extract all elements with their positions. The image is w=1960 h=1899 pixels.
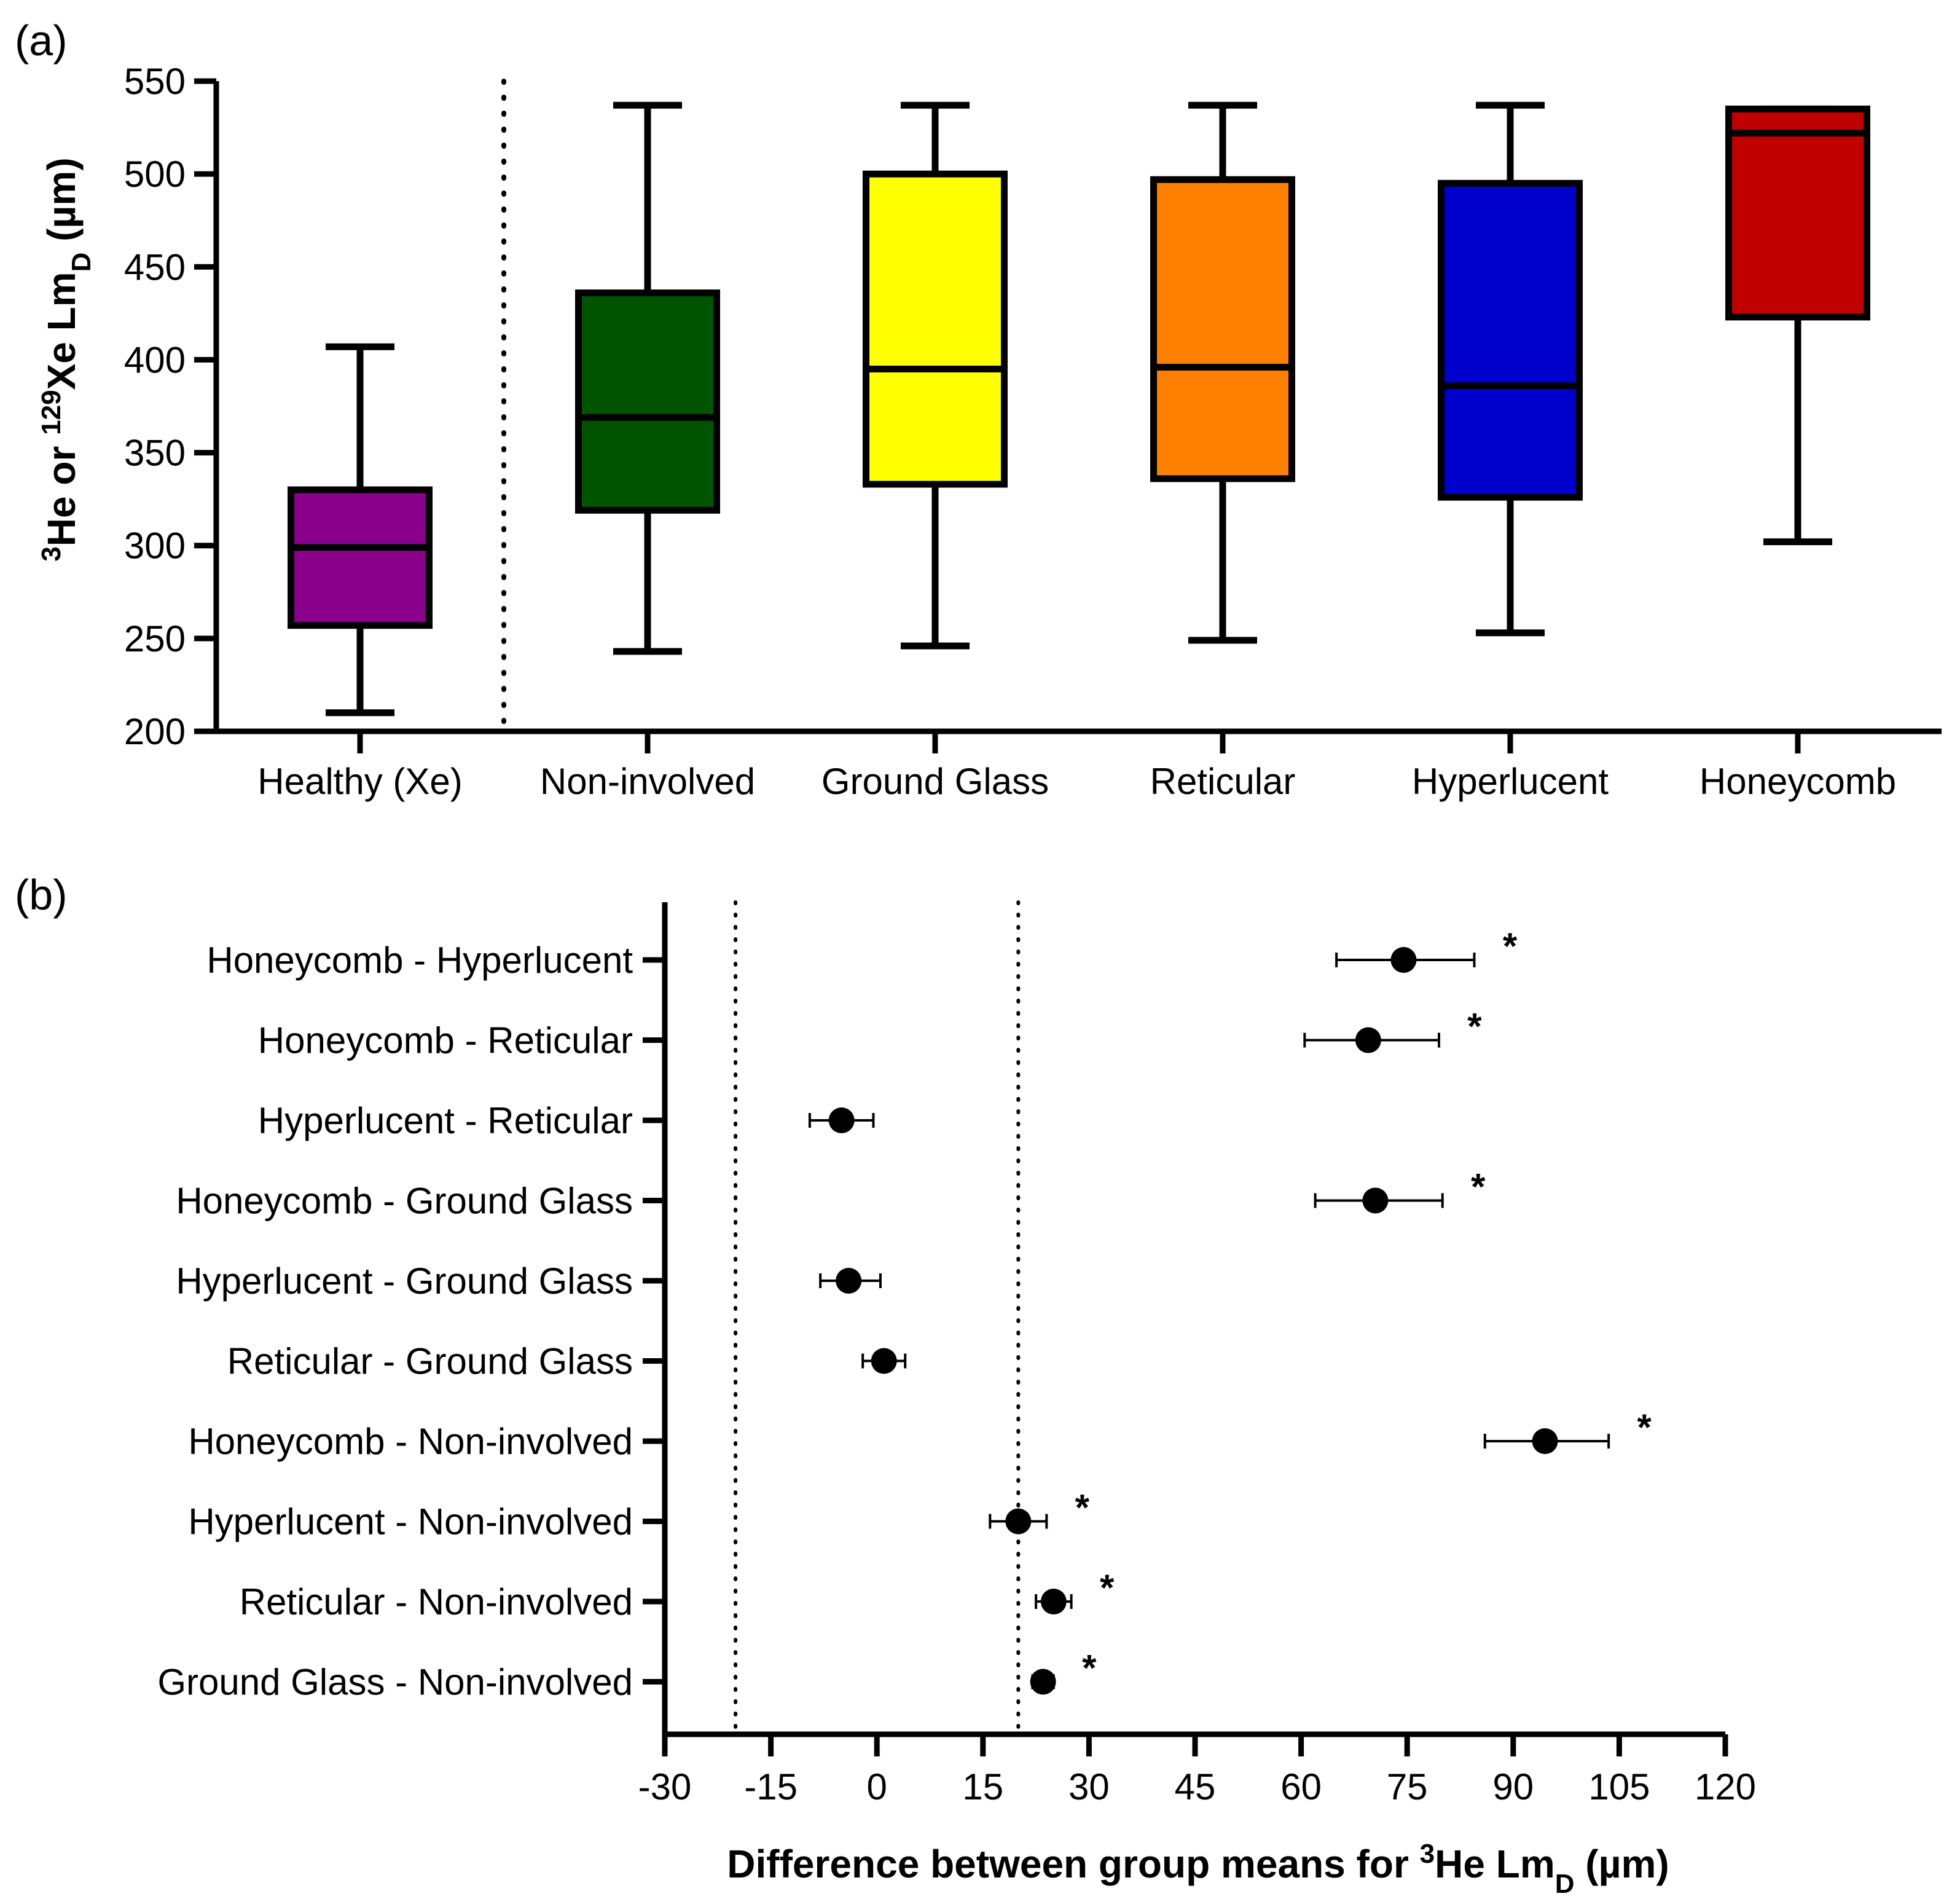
x-tick-label: 105 (1588, 1766, 1650, 1807)
mean-point (1005, 1508, 1032, 1535)
x-tick-label: 90 (1492, 1766, 1534, 1807)
panel-a-marks (288, 79, 1870, 734)
y-tick-label: Hyperlucent - Ground Glass (176, 1260, 633, 1302)
x-tick-label: Ground Glass (821, 761, 1049, 802)
comparison-point (861, 1348, 907, 1374)
mean-point (1362, 1187, 1389, 1214)
comparison-point: * (1303, 1006, 1482, 1053)
mean-point (871, 1348, 897, 1374)
x-tick-label: Hyperlucent (1412, 761, 1609, 802)
mean-point (836, 1268, 862, 1294)
x-title-subscript: D (1555, 1869, 1575, 1899)
y-tick-label: 450 (124, 246, 186, 288)
mean-point (1040, 1589, 1067, 1614)
comparison-point (808, 1107, 875, 1133)
y-tick-label: Honeycomb - Reticular (258, 1020, 633, 1061)
comparison-point: * (1035, 1567, 1115, 1614)
comparison-point: * (1483, 1407, 1652, 1454)
y-tick-label: Honeycomb - Non-involved (188, 1421, 633, 1462)
x-tick-label: Reticular (1150, 761, 1296, 802)
comparison-point: * (1335, 926, 1518, 973)
y-title-iso2-element: Xe Lm (39, 272, 84, 390)
x-tick-label: -30 (638, 1766, 692, 1807)
significance-star: * (1100, 1567, 1115, 1608)
panel-a-label: (a) (15, 17, 68, 65)
y-tick-label: Hyperlucent - Reticular (258, 1100, 633, 1141)
panel-b-errorbar: (b) ******* Honeycomb - HyperlucentHoney… (15, 871, 1756, 1899)
y-tick-label: 250 (124, 618, 186, 659)
x-tick-label: 120 (1695, 1766, 1756, 1807)
x-tick-label: 30 (1068, 1766, 1110, 1807)
box-iqr (288, 486, 433, 629)
x-title-prefix: Difference between group means for (727, 1842, 1419, 1886)
box-reticular (1150, 101, 1295, 644)
significance-star: * (1503, 926, 1518, 967)
mean-point (1390, 947, 1417, 973)
y-tick-label: 500 (124, 154, 186, 195)
mean-point (1532, 1428, 1558, 1454)
comparison-point (819, 1268, 882, 1294)
panel-a-axes: 200 250 300 350 400 450 500 550 Healthy (Xe) Non-… (124, 61, 1942, 802)
y-tick-label: 550 (124, 61, 186, 102)
y-title-iso1-element: He or (39, 435, 84, 546)
y-tick-label: Ground Glass - Non-involved (157, 1662, 633, 1703)
x-title-mass: 3 (1420, 1839, 1435, 1869)
y-title-unit: (µm) (39, 157, 84, 252)
y-tick-label: 200 (124, 711, 186, 752)
mean-point (1030, 1669, 1056, 1695)
y-tick-label: Hyperlucent - Non-involved (188, 1501, 633, 1543)
mean-point (828, 1107, 855, 1133)
y-tick-label: 350 (124, 433, 186, 474)
x-tick-label: -15 (744, 1766, 798, 1807)
y-title-iso2-mass: 129 (36, 390, 66, 434)
box-non-involved (575, 101, 720, 655)
x-tick-label: 60 (1280, 1766, 1322, 1807)
box-iqr (863, 170, 1008, 488)
y-tick-label: Reticular - Non-involved (240, 1581, 633, 1622)
panel-b-marks: ******* (734, 900, 1652, 1736)
box-honeycomb (1725, 105, 1870, 546)
panel-b-axes: Honeycomb - Hyperlucent Honeycomb - Retic… (157, 902, 1756, 1807)
panel-a-boxplot: (a) 200 250 300 350 400 450 500 550 Healthy (Xe)… (15, 17, 1942, 802)
y-tick-label: Reticular - Ground Glass (227, 1341, 633, 1382)
y-tick-label: Honeycomb - Hyperlucent (206, 940, 633, 981)
x-tick-label: Non-involved (540, 761, 755, 802)
significance-star: * (1075, 1487, 1090, 1528)
y-tick-label: 300 (124, 525, 186, 567)
box-iqr (1438, 179, 1583, 501)
comparison-point: * (989, 1487, 1090, 1535)
box-hyperlucent (1438, 101, 1583, 637)
x-tick-label: 0 (867, 1766, 887, 1807)
box-healthy-xe- (288, 343, 433, 717)
x-tick-label: 45 (1175, 1766, 1216, 1807)
box-iqr (1150, 176, 1295, 482)
comparison-point: * (1030, 1648, 1097, 1695)
significance-star: * (1082, 1648, 1097, 1689)
box-ground-glass (863, 101, 1008, 650)
box-iqr (1725, 105, 1870, 321)
x-tick-label: Honeycomb (1699, 761, 1896, 802)
comparison-point: * (1314, 1166, 1486, 1214)
y-tick-label: Honeycomb - Ground Glass (176, 1181, 633, 1222)
x-tick-label: Healthy (Xe) (257, 761, 462, 802)
x-tick-label: 75 (1387, 1766, 1428, 1807)
significance-star: * (1637, 1407, 1652, 1448)
y-tick-label: 400 (124, 339, 186, 380)
box-iqr (575, 289, 720, 514)
significance-star: * (1467, 1006, 1482, 1047)
panel-a-y-axis-title: 3He or 129Xe LmD (µm) (36, 157, 96, 561)
x-title-element: He Lm (1435, 1842, 1555, 1886)
panel-b-x-axis-title: Difference between group means for 3He L… (727, 1839, 1669, 1899)
mean-point (1355, 1027, 1381, 1053)
x-title-unit: (µm) (1575, 1842, 1669, 1886)
significance-star: * (1471, 1166, 1486, 1208)
panel-b-label: (b) (15, 871, 68, 919)
y-title-subscript: D (66, 253, 96, 272)
y-title-iso1-mass: 3 (36, 546, 66, 561)
x-tick-label: 15 (962, 1766, 1003, 1807)
